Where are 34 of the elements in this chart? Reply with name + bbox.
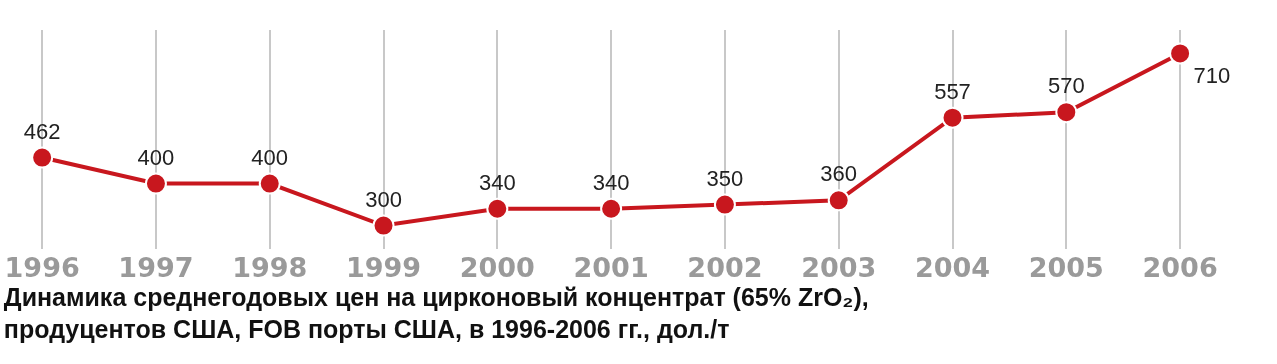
data-label: 462 bbox=[23, 118, 61, 144]
data-label: 710 bbox=[1193, 63, 1231, 89]
x-tick-label: 2001 bbox=[573, 252, 649, 283]
x-tick-label: 2004 bbox=[914, 252, 991, 283]
data-label: 340 bbox=[592, 169, 630, 195]
x-tick-label: 1996 bbox=[4, 252, 80, 283]
data-label: 570 bbox=[1047, 73, 1085, 99]
point bbox=[827, 189, 850, 212]
x-tick-label: 1998 bbox=[232, 252, 308, 283]
x-tick-label: 2005 bbox=[1028, 252, 1104, 283]
data-label: 350 bbox=[706, 165, 744, 191]
point bbox=[144, 172, 167, 195]
x-tick-label: 1997 bbox=[118, 252, 194, 283]
point bbox=[372, 214, 395, 237]
x-tick-label: 2006 bbox=[1142, 252, 1218, 283]
data-label: 360 bbox=[820, 161, 858, 187]
point bbox=[31, 146, 54, 169]
x-tick-label: 2003 bbox=[801, 252, 877, 283]
data-label: 340 bbox=[478, 169, 516, 195]
data-label: 400 bbox=[251, 144, 289, 170]
text: Динамика среднегодовых цен на цирконовый концентрат (65% ZrO₂), продуцентов США, FOB порты США, в 1996-2006 гг., дол./т bbox=[3, 282, 869, 344]
point bbox=[941, 106, 964, 129]
point bbox=[1169, 42, 1192, 65]
point bbox=[258, 172, 281, 195]
x-tick-label: 2000 bbox=[459, 252, 535, 283]
point bbox=[600, 197, 623, 220]
data-label: 557 bbox=[934, 78, 971, 104]
point bbox=[1055, 101, 1078, 124]
point bbox=[713, 193, 736, 216]
data-label: 300 bbox=[365, 186, 402, 212]
x-tick-label: 2002 bbox=[687, 252, 763, 283]
point bbox=[486, 197, 509, 220]
data-label: 400 bbox=[137, 144, 175, 170]
x-tick-label: 1999 bbox=[345, 252, 422, 283]
